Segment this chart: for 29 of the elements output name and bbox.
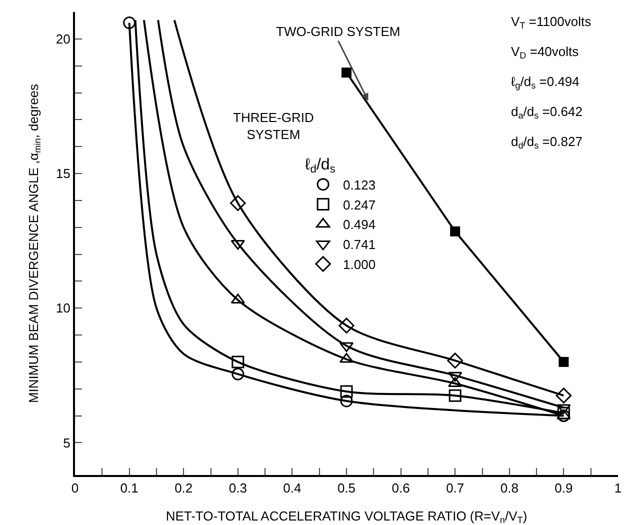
annotation: V$_{T}$ =1100volts [511, 14, 592, 31]
legend-label: 0.247 [343, 197, 376, 212]
legend-title: ℓ$_{d}$/d$_{s}$ [305, 156, 336, 176]
y-tick-label: 20 [56, 31, 70, 46]
x-tick-label: 0.3 [228, 480, 247, 496]
x-tick-label: 0.6 [392, 480, 410, 496]
annotation: ℓ$_{g}$/d$_{s}$ =0.494 [511, 74, 580, 91]
x-axis-title: NET-TO-TOTAL ACCELERATING VOLTAGE RATIO (R=V$_{n}$/V$_{T}$) [166, 508, 528, 525]
x-tick-label: 0 [71, 480, 79, 496]
x-tick-label: 0.4 [283, 480, 302, 496]
x-tick-label: 0.8 [500, 480, 518, 496]
y-tick-label: 5 [63, 435, 70, 450]
x-tick-label: 0.2 [174, 480, 193, 496]
legend-label: 0.123 [343, 177, 376, 192]
x-tick-label: 0.9 [554, 480, 573, 496]
annotation: TWO-GRID SYSTEM [276, 24, 400, 39]
annotation: d$_{d}$/d$_{s}$ =0.827 [511, 134, 582, 151]
annotation: THREE-GRID SYSTEM [233, 110, 314, 142]
x-tick-label: 0.1 [120, 480, 138, 496]
x-tick-label: 0.5 [337, 480, 356, 496]
legend-label: 1.000 [343, 257, 376, 272]
legend-label: 0.741 [343, 237, 376, 252]
y-tick-label: 10 [56, 300, 70, 316]
y-tick-label: 15 [56, 166, 70, 182]
annotation: V$_{D}$ =40volts [511, 44, 580, 61]
legend-label: 0.494 [343, 217, 376, 232]
annotation: d$_{a}$/d$_{s}$ =0.642 [511, 104, 582, 121]
x-tick-label: 1 [614, 480, 622, 496]
x-tick-label: 0.7 [446, 480, 464, 496]
